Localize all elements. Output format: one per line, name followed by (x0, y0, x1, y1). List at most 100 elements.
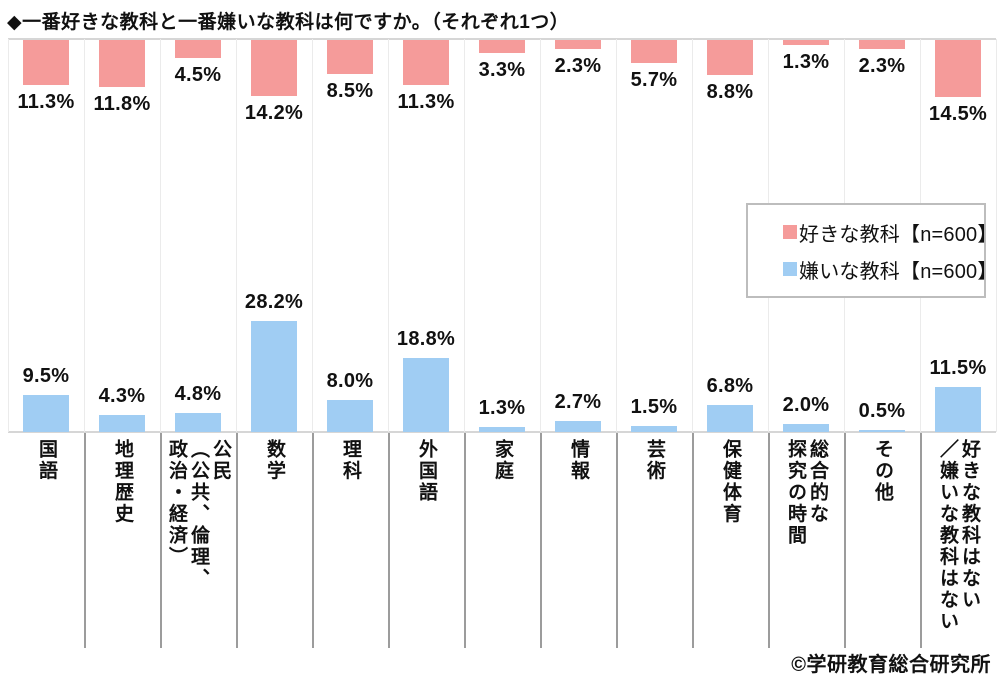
disliked-bar (707, 405, 753, 432)
disliked-bar (99, 415, 145, 432)
liked-bar (707, 40, 753, 75)
liked-series-legend-label: 好きな教科【n=600】 (799, 223, 998, 246)
category-divider-line (540, 433, 542, 648)
category-label: 保健体育 (692, 439, 768, 648)
liked-value-label: 1.3% (782, 51, 830, 74)
disliked-value-label: 4.3% (98, 385, 146, 407)
category-label-text: 家庭 (492, 439, 514, 482)
category-label-text: 公民 （公共、倫理、 政治・経済） (165, 439, 232, 590)
disliked-bar (859, 430, 905, 432)
category-divider-line (464, 433, 466, 648)
disliked-value-label: 1.3% (478, 396, 526, 419)
column-gridline (616, 39, 617, 432)
liked-series-swatch-icon (783, 225, 797, 239)
category-label-text: 好きな教科はない ／嫌いな教科はない (937, 439, 981, 633)
category-label-text: 保健体育 (720, 439, 742, 525)
category-label-text: その他 (872, 439, 894, 504)
column-gridline (540, 39, 541, 432)
liked-bar (555, 40, 601, 50)
disliked-bar (23, 394, 69, 432)
disliked-value-label: 0.5% (858, 400, 906, 422)
disliked-value-label: 9.5% (22, 364, 70, 387)
column-gridline (388, 39, 389, 432)
category-divider-line (236, 433, 238, 648)
category-label: 外国語 (388, 439, 464, 648)
disliked-bar (783, 424, 829, 432)
disliked-value-label: 4.8% (174, 383, 222, 405)
category-label-text: 総合的な 探究の時間 (785, 439, 829, 547)
category-divider-line (844, 433, 846, 648)
liked-value-label: 5.7% (630, 68, 678, 91)
column-gridline (464, 39, 465, 432)
category-label: 数学 (236, 439, 312, 648)
liked-bar (327, 40, 373, 74)
disliked-bar (935, 386, 981, 432)
disliked-bar (631, 426, 677, 432)
category-divider-line (160, 433, 162, 648)
liked-bar (783, 40, 829, 46)
liked-value-label: 14.2% (244, 102, 304, 125)
category-label-text: 芸術 (644, 439, 666, 482)
category-label-text: 国語 (36, 439, 58, 482)
disliked-bar (555, 421, 601, 432)
category-label-text: 数学 (264, 439, 286, 482)
liked-value-label: 2.3% (858, 55, 906, 78)
category-label-text: 理科 (340, 439, 362, 482)
liked-value-label: 11.3% (397, 90, 455, 113)
column-gridline (312, 39, 313, 432)
legend-item-disliked: 嫌いな教科【n=600】 (783, 255, 997, 284)
disliked-bar (479, 426, 525, 432)
liked-bar (23, 40, 69, 85)
disliked-bar (175, 413, 221, 432)
category-label: 理科 (312, 439, 388, 648)
copyright: ©学研教育総合研究所 (791, 654, 991, 676)
plot-top-axis-line (8, 38, 996, 40)
liked-bar (859, 40, 905, 50)
liked-bar (935, 40, 981, 98)
liked-value-label: 14.5% (928, 103, 988, 126)
category-label: 芸術 (616, 439, 692, 648)
column-gridline (84, 39, 85, 432)
category-label-text: 地理歴史 (112, 439, 134, 525)
legend-item-liked: 好きな教科【n=600】 (783, 218, 997, 247)
liked-bar (631, 40, 677, 63)
category-divider-line (692, 433, 694, 648)
disliked-value-label: 1.5% (630, 396, 678, 419)
category-label: 総合的な 探究の時間 (768, 439, 844, 648)
disliked-series-swatch-icon (783, 262, 797, 276)
category-label-text: 情報 (568, 439, 590, 482)
category-divider-line (312, 433, 314, 648)
liked-bar (175, 40, 221, 58)
liked-value-label: 8.5% (326, 79, 374, 102)
category-divider-line (616, 433, 618, 648)
column-gridline (996, 39, 997, 432)
liked-value-label: 8.8% (706, 80, 754, 103)
category-label: その他 (844, 439, 920, 648)
liked-bar (99, 40, 145, 87)
column-gridline (160, 39, 161, 432)
liked-bar (403, 40, 449, 85)
disliked-value-label: 6.8% (706, 375, 754, 398)
disliked-value-label: 28.2% (244, 290, 304, 313)
liked-value-label: 11.3% (17, 90, 75, 113)
liked-value-label: 11.8% (93, 92, 151, 115)
disliked-bar (251, 320, 297, 432)
column-gridline (236, 39, 237, 432)
disliked-value-label: 11.5% (929, 356, 987, 379)
category-label-text: 外国語 (416, 439, 438, 504)
disliked-value-label: 8.0% (326, 370, 374, 393)
category-label: 家庭 (464, 439, 540, 648)
disliked-value-label: 2.0% (782, 394, 830, 417)
column-gridline (692, 39, 693, 432)
category-divider-line (920, 433, 922, 648)
liked-bar (251, 40, 297, 97)
liked-bar (479, 40, 525, 53)
liked-value-label: 3.3% (478, 59, 526, 82)
liked-value-label: 2.3% (554, 55, 602, 78)
category-divider-line (768, 433, 770, 648)
disliked-bar (403, 357, 449, 432)
category-divider-line (84, 433, 86, 648)
category-divider-line (388, 433, 390, 648)
category-label: 好きな教科はない ／嫌いな教科はない (920, 439, 996, 648)
